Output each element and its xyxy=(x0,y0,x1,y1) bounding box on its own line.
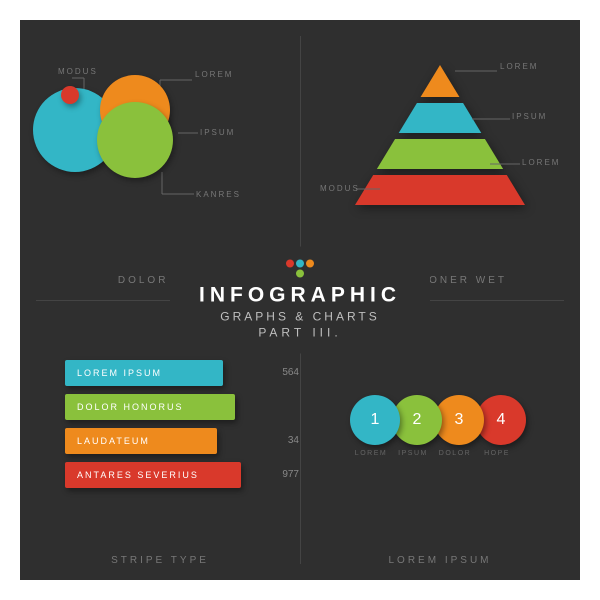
lead-line xyxy=(472,118,517,120)
bar-row: DOLOR HONORUS xyxy=(65,394,265,420)
callout-label: MODUS xyxy=(320,184,360,193)
title-sub2: PART III. xyxy=(170,326,430,340)
infographic-stage: MODUSLOREMIPSUMKANRES DOLOR ELS LOREMIPS… xyxy=(20,20,580,580)
lead-line xyxy=(490,163,526,165)
bar: LAUDATEUM xyxy=(65,428,217,454)
bar-row: LAUDATEUM34 xyxy=(65,428,265,454)
pyramid-slice xyxy=(355,175,525,205)
callout-label: KANRES xyxy=(196,190,241,199)
callout-label: IPSUM xyxy=(512,112,547,121)
panel-caption: STRIPE TYPE xyxy=(20,555,300,566)
bar-value: 564 xyxy=(282,360,299,386)
bar-value: 34 xyxy=(288,428,299,454)
pyramid-slice xyxy=(421,65,460,97)
callout-label: MODUS xyxy=(58,67,98,76)
bar: ANTARES SEVERIUS xyxy=(65,462,241,488)
step-circle: 1 xyxy=(350,395,400,445)
logo-dots xyxy=(286,260,314,278)
bar: LOREM IPSUM xyxy=(65,360,223,386)
bar-list: LOREM IPSUM564 DOLOR HONORUS LAUDATEUM34 AN… xyxy=(65,360,265,496)
title-main: INFOGRAPHIC xyxy=(170,284,430,308)
step-sublabel: HOPE xyxy=(476,450,518,457)
bar-value: 977 xyxy=(282,462,299,488)
callout-label: LOREM xyxy=(195,70,233,79)
step-sublabel: IPSUM xyxy=(392,450,434,457)
bar-row: ANTARES SEVERIUS977 xyxy=(65,462,265,488)
lead-line xyxy=(455,70,505,72)
step-sublabel: LOREM xyxy=(350,450,392,457)
bubble xyxy=(61,86,79,104)
bar: DOLOR HONORUS xyxy=(65,394,235,420)
pyramid-slice xyxy=(377,139,503,169)
pyramid xyxy=(355,65,525,205)
title-block: INFOGRAPHIC GRAPHS & CHARTS PART III. xyxy=(170,247,430,354)
callout-label: LOREM xyxy=(500,62,538,71)
panel-caption: LOREM IPSUM xyxy=(300,555,580,566)
callout-label: IPSUM xyxy=(200,128,235,137)
callout-label: LOREM xyxy=(522,158,560,167)
step-row: 1234 xyxy=(350,395,526,445)
lead-line xyxy=(356,188,386,190)
title-sub1: GRAPHS & CHARTS xyxy=(170,310,430,324)
bar-row: LOREM IPSUM564 xyxy=(65,360,265,386)
pyramid-slice xyxy=(399,103,482,133)
step-sublabel: DOLOR xyxy=(434,450,476,457)
bubble xyxy=(97,102,173,178)
